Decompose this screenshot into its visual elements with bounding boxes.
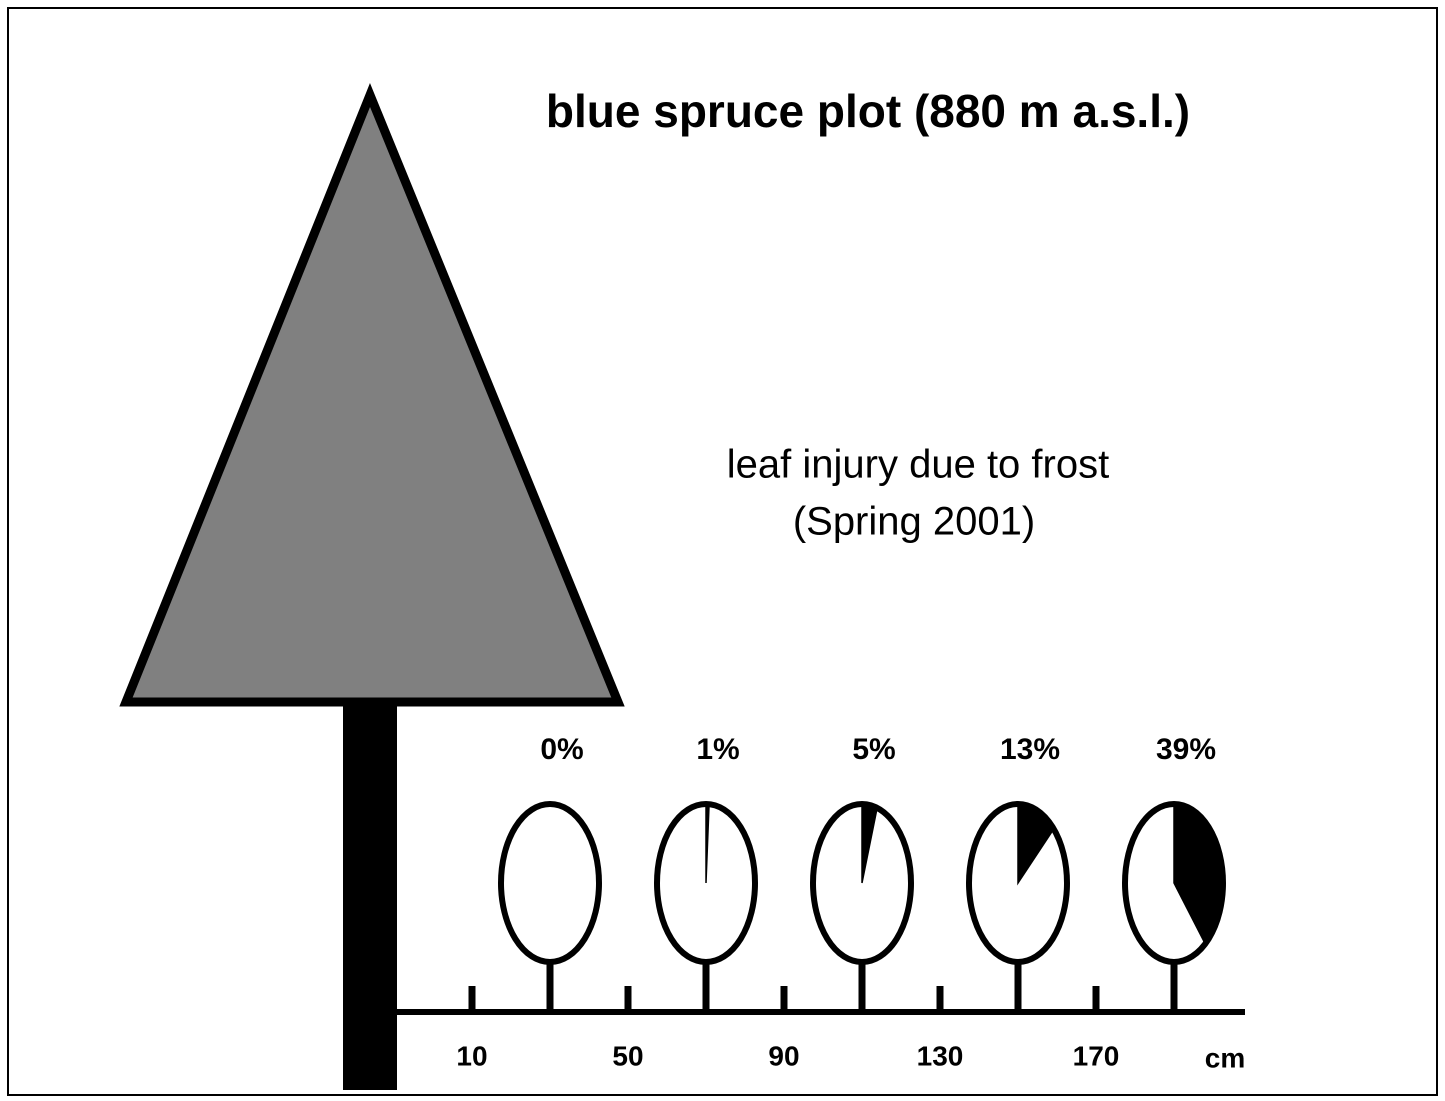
subtitle: leaf injury due to frost (727, 443, 1109, 487)
injury-wedge (1017, 803, 1055, 886)
injury-wedge (861, 803, 878, 884)
subtitle: (Spring 2001) (793, 500, 1035, 544)
percent-label: 39% (1156, 733, 1216, 766)
axis-unit: cm (1205, 1042, 1245, 1073)
injury-wedge (705, 803, 710, 884)
tick-label: 50 (612, 1040, 643, 1071)
percent-label: 1% (696, 733, 739, 766)
tree-crown (119, 83, 625, 707)
percent-label: 13% (1000, 733, 1060, 766)
leaf (498, 801, 602, 965)
tree-trunk (343, 706, 397, 1090)
tick-label: 10 (456, 1040, 487, 1071)
tick-label: 170 (1073, 1040, 1120, 1071)
tick-label: 90 (768, 1040, 799, 1071)
percent-label: 5% (852, 733, 895, 766)
percent-label: 0% (540, 733, 583, 766)
tick-label: 130 (917, 1040, 964, 1071)
title: blue spruce plot (880 m a.s.l.) (546, 85, 1190, 137)
injury-wedge (1173, 803, 1224, 946)
